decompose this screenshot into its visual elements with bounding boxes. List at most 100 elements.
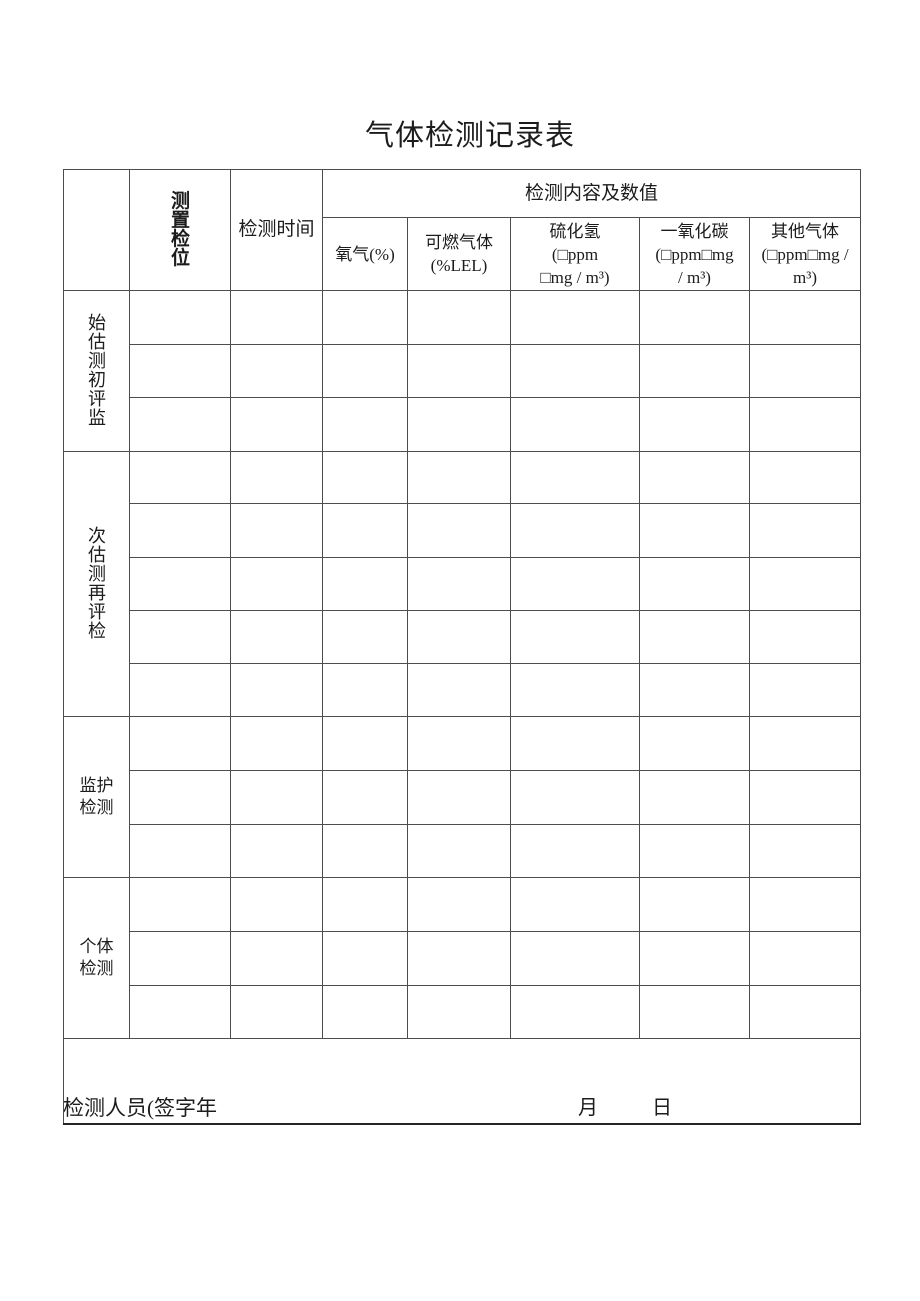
data-cell[interactable]	[129, 663, 231, 717]
data-cell[interactable]	[129, 344, 231, 398]
data-cell[interactable]	[129, 770, 231, 825]
data-cell[interactable]	[639, 824, 750, 878]
data-cell[interactable]	[230, 985, 323, 1039]
data-cell[interactable]	[230, 824, 323, 878]
data-cell[interactable]	[407, 770, 511, 825]
data-cell[interactable]	[407, 344, 511, 398]
data-cell[interactable]	[322, 451, 408, 504]
data-cell[interactable]	[510, 557, 640, 611]
data-cell[interactable]	[230, 344, 323, 398]
data-cell[interactable]	[639, 557, 750, 611]
data-cell[interactable]	[129, 877, 231, 932]
data-cell[interactable]	[230, 610, 323, 664]
group-label-guardian-monitoring: 监护 检测	[63, 716, 130, 878]
data-cell[interactable]	[129, 824, 231, 878]
data-cell[interactable]	[322, 985, 408, 1039]
data-cell[interactable]	[510, 824, 640, 878]
data-cell[interactable]	[230, 557, 323, 611]
data-cell[interactable]	[510, 290, 640, 345]
data-cell[interactable]	[748, 451, 862, 504]
data-cell[interactable]	[748, 931, 862, 986]
data-cell[interactable]	[407, 716, 511, 771]
data-cell[interactable]	[230, 931, 323, 986]
data-cell[interactable]	[129, 503, 231, 558]
data-cell[interactable]	[748, 716, 862, 771]
data-cell[interactable]	[748, 397, 862, 452]
data-cell[interactable]	[407, 451, 511, 504]
data-cell[interactable]	[510, 931, 640, 986]
data-cell[interactable]	[407, 397, 511, 452]
data-cell[interactable]	[510, 451, 640, 504]
data-cell[interactable]	[639, 877, 750, 932]
data-cell[interactable]	[322, 931, 408, 986]
data-cell[interactable]	[639, 344, 750, 398]
data-cell[interactable]	[129, 716, 231, 771]
data-cell[interactable]	[510, 503, 640, 558]
data-cell[interactable]	[230, 663, 323, 717]
data-cell[interactable]	[748, 610, 862, 664]
data-cell[interactable]	[322, 824, 408, 878]
data-cell[interactable]	[230, 397, 323, 452]
data-cell[interactable]	[639, 931, 750, 986]
data-cell[interactable]	[129, 985, 231, 1039]
data-cell[interactable]	[639, 451, 750, 504]
data-cell[interactable]	[322, 610, 408, 664]
data-cell[interactable]	[129, 290, 231, 345]
data-cell[interactable]	[510, 770, 640, 825]
data-cell[interactable]	[639, 397, 750, 452]
data-cell[interactable]	[129, 610, 231, 664]
data-cell[interactable]	[510, 716, 640, 771]
data-cell[interactable]	[407, 290, 511, 345]
data-cell[interactable]	[230, 503, 323, 558]
data-cell[interactable]	[510, 663, 640, 717]
data-cell[interactable]	[129, 397, 231, 452]
data-cell[interactable]	[230, 451, 323, 504]
data-cell[interactable]	[510, 877, 640, 932]
data-cell[interactable]	[639, 985, 750, 1039]
data-cell[interactable]	[322, 557, 408, 611]
data-cell[interactable]	[129, 451, 231, 504]
data-cell[interactable]	[407, 557, 511, 611]
data-cell[interactable]	[510, 985, 640, 1039]
data-cell[interactable]	[407, 610, 511, 664]
data-cell[interactable]	[639, 503, 750, 558]
data-cell[interactable]	[510, 397, 640, 452]
data-cell[interactable]	[748, 344, 862, 398]
data-cell[interactable]	[510, 344, 640, 398]
data-cell[interactable]	[748, 663, 862, 717]
data-cell[interactable]	[230, 716, 323, 771]
data-cell[interactable]	[322, 663, 408, 717]
data-cell[interactable]	[748, 290, 862, 345]
data-cell[interactable]	[639, 610, 750, 664]
data-cell[interactable]	[322, 877, 408, 932]
data-cell[interactable]	[129, 557, 231, 611]
data-cell[interactable]	[510, 610, 640, 664]
data-cell[interactable]	[407, 503, 511, 558]
data-cell[interactable]	[129, 931, 231, 986]
data-cell[interactable]	[322, 344, 408, 398]
data-cell[interactable]	[407, 663, 511, 717]
data-cell[interactable]	[322, 716, 408, 771]
data-cell[interactable]	[748, 985, 862, 1039]
data-cell[interactable]	[407, 985, 511, 1039]
data-cell[interactable]	[407, 877, 511, 932]
data-cell[interactable]	[748, 503, 862, 558]
data-cell[interactable]	[230, 290, 323, 345]
data-cell[interactable]	[407, 931, 511, 986]
data-cell[interactable]	[748, 770, 862, 825]
data-cell[interactable]	[748, 877, 862, 932]
data-cell[interactable]	[322, 290, 408, 345]
data-cell[interactable]	[407, 824, 511, 878]
data-cell[interactable]	[639, 716, 750, 771]
data-cell[interactable]	[639, 290, 750, 345]
data-cell[interactable]	[322, 397, 408, 452]
data-cell[interactable]	[639, 770, 750, 825]
data-cell[interactable]	[748, 824, 862, 878]
data-cell[interactable]	[639, 663, 750, 717]
data-cell[interactable]	[748, 557, 862, 611]
data-cell[interactable]	[230, 877, 323, 932]
data-cell[interactable]	[322, 770, 408, 825]
data-cell[interactable]	[322, 503, 408, 558]
data-cell[interactable]	[230, 770, 323, 825]
